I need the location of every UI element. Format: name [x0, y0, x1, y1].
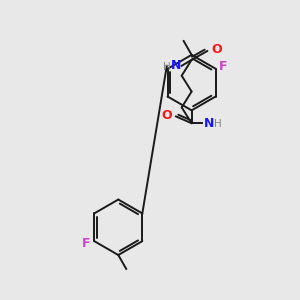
- Text: H: H: [214, 119, 222, 129]
- Text: H: H: [163, 62, 171, 72]
- Text: N: N: [171, 59, 181, 72]
- Text: F: F: [219, 60, 227, 73]
- Text: F: F: [82, 237, 90, 250]
- Text: O: O: [212, 44, 222, 56]
- Text: O: O: [161, 109, 172, 122]
- Text: N: N: [204, 117, 214, 130]
